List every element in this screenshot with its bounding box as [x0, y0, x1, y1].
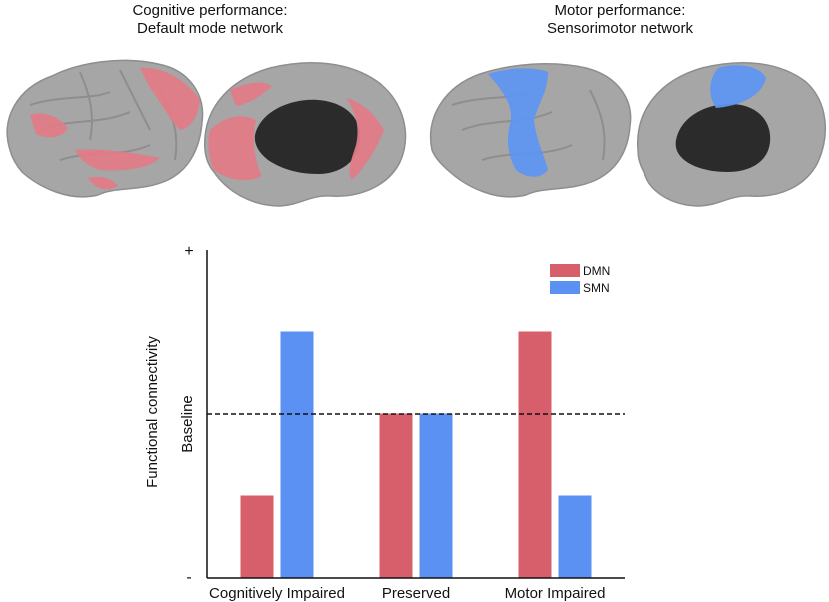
legend-label-dmn: DMN [583, 264, 610, 278]
panel-title-right-line2: Sensorimotor network [547, 20, 693, 37]
panel-title-left-line2: Default mode network [137, 20, 283, 37]
legend-swatch-smn [550, 281, 580, 294]
legend-label-smn: SMN [583, 281, 610, 295]
legend-swatch-dmn [550, 264, 580, 277]
panel-title-right: Motor performance: Sensorimotor network [470, 2, 770, 38]
brain-dmn-lateral [6, 59, 204, 198]
bar-dmn-2 [518, 331, 552, 579]
x-tick-label: Cognitively Impaired [209, 585, 345, 602]
x-tick-labels: Cognitively Impaired Preserved Motor Impai… [209, 585, 605, 602]
x-tick-label: Motor Impaired [505, 585, 606, 602]
brain-smn-lateral [430, 62, 632, 198]
brain-dmn-medial [204, 61, 407, 207]
bar-smn-1 [419, 413, 453, 579]
chart-legend: DMN SMN [550, 264, 610, 295]
x-tick-label: Preserved [382, 585, 450, 602]
y-axis-label: Functional connectivity [144, 336, 161, 488]
panel-title-right-line1: Motor performance: [554, 2, 686, 19]
y-tick-top: + [184, 243, 193, 260]
bar-smn-0 [280, 331, 314, 579]
y-tick-bottom: - [186, 569, 191, 586]
bar-dmn-0 [240, 495, 274, 579]
brain-surface-illustrations [6, 59, 827, 207]
panel-title-left: Cognitive performance: Default mode netw… [60, 2, 360, 38]
brain-smn-medial [637, 61, 827, 207]
bar-dmn-1 [379, 413, 413, 579]
panel-title-left-line1: Cognitive performance: [132, 2, 288, 19]
baseline-label: Baseline [179, 395, 196, 453]
bar-smn-2 [558, 495, 592, 579]
chart-bars [240, 331, 592, 579]
